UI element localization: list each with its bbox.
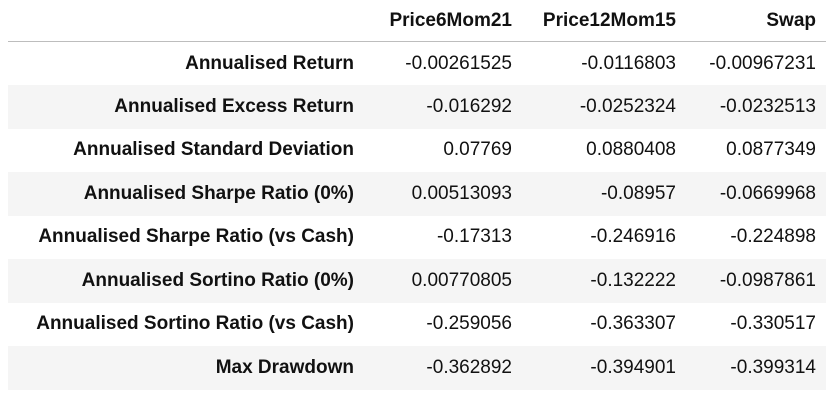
row-label: Annualised Standard Deviation bbox=[73, 139, 354, 161]
table-cell: -0.0232513 bbox=[719, 95, 816, 117]
table-cell: -0.0669968 bbox=[719, 182, 816, 204]
column-header-swap: Swap bbox=[686, 0, 826, 42]
table-cell: 0.0877349 bbox=[726, 139, 816, 161]
row-label: Annualised Sharpe Ratio (vs Cash) bbox=[38, 226, 354, 248]
table-cell: -0.132222 bbox=[590, 269, 676, 291]
table-row: Annualised Sharpe Ratio (vs Cash) -0.173… bbox=[8, 216, 826, 260]
row-label: Annualised Sharpe Ratio (0%) bbox=[83, 182, 354, 204]
table-row: Annualised Standard Deviation 0.07769 0.… bbox=[8, 129, 826, 173]
table-cell: -0.016292 bbox=[426, 95, 512, 117]
table-cell: -0.0252324 bbox=[579, 95, 676, 117]
performance-stats-table: Price6Mom21 Price12Mom15 Swap Annualised… bbox=[8, 0, 826, 390]
table-row: Annualised Sharpe Ratio (0%) 0.00513093 … bbox=[8, 172, 826, 216]
performance-table-container: Price6Mom21 Price12Mom15 Swap Annualised… bbox=[8, 0, 826, 390]
column-header-price6mom21: Price6Mom21 bbox=[362, 0, 522, 42]
row-label: Annualised Sortino Ratio (0%) bbox=[81, 269, 354, 291]
table-row: Annualised Return -0.00261525 -0.0116803… bbox=[8, 42, 826, 86]
table-row: Max Drawdown -0.362892 -0.394901 -0.3993… bbox=[8, 346, 826, 390]
row-label: Annualised Sortino Ratio (vs Cash) bbox=[36, 313, 354, 335]
table-cell: -0.224898 bbox=[730, 226, 816, 248]
table-cell: -0.00261525 bbox=[405, 52, 512, 74]
table-cell: 0.0880408 bbox=[586, 139, 676, 161]
table-cell: 0.00513093 bbox=[411, 182, 512, 204]
column-header-price12mom15: Price12Mom15 bbox=[522, 0, 686, 42]
table-body: Annualised Return -0.00261525 -0.0116803… bbox=[8, 42, 826, 390]
table-row: Annualised Excess Return -0.016292 -0.02… bbox=[8, 85, 826, 129]
table-cell: 0.00770805 bbox=[411, 269, 512, 291]
row-label: Annualised Excess Return bbox=[114, 95, 354, 117]
table-cell: -0.399314 bbox=[730, 356, 816, 378]
header-row: Price6Mom21 Price12Mom15 Swap bbox=[8, 0, 826, 42]
table-header: Price6Mom21 Price12Mom15 Swap bbox=[8, 0, 826, 42]
row-label: Max Drawdown bbox=[215, 356, 354, 378]
table-cell: -0.363307 bbox=[590, 313, 676, 335]
table-cell: -0.246916 bbox=[590, 226, 676, 248]
table-cell: -0.330517 bbox=[730, 313, 816, 335]
table-row: Annualised Sortino Ratio (vs Cash) -0.25… bbox=[8, 303, 826, 347]
row-label: Annualised Return bbox=[185, 52, 354, 74]
table-cell: -0.08957 bbox=[600, 182, 676, 204]
table-cell: -0.0987861 bbox=[719, 269, 816, 291]
column-header-index bbox=[8, 0, 362, 42]
table-cell: -0.17313 bbox=[436, 226, 512, 248]
table-cell: -0.259056 bbox=[426, 313, 512, 335]
table-cell: 0.07769 bbox=[443, 139, 512, 161]
table-cell: -0.362892 bbox=[426, 356, 512, 378]
table-row: Annualised Sortino Ratio (0%) 0.00770805… bbox=[8, 259, 826, 303]
table-cell: -0.00967231 bbox=[709, 52, 816, 74]
table-cell: -0.0116803 bbox=[581, 52, 676, 74]
table-cell: -0.394901 bbox=[590, 356, 676, 378]
